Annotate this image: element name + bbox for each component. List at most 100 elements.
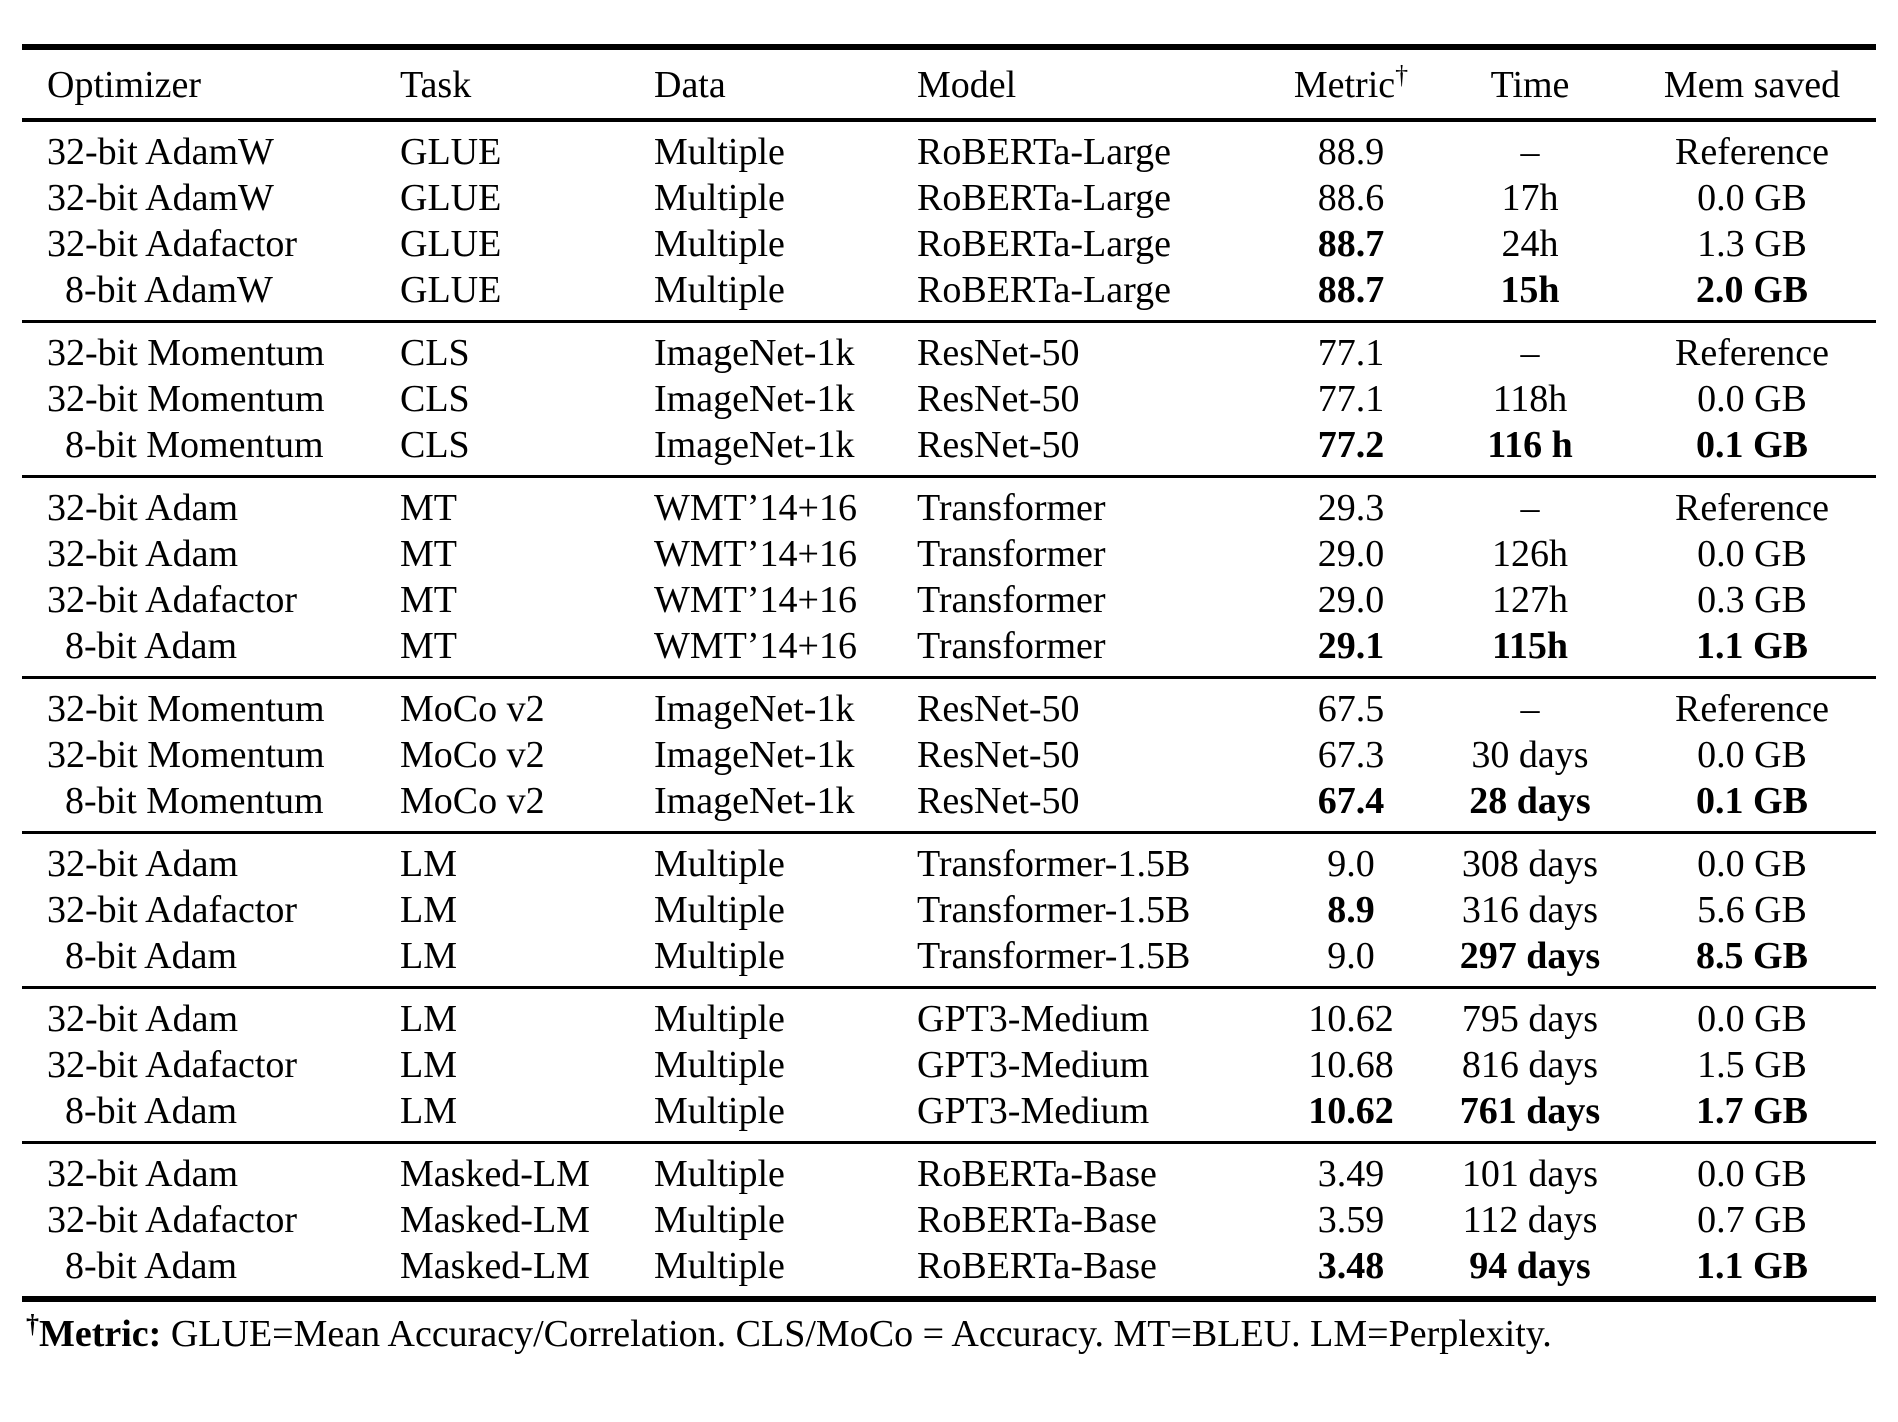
cell-time: 126h <box>1492 533 1568 575</box>
cell-model: ResNet-50 <box>917 332 1080 374</box>
col-header-time: Time <box>1432 47 1628 122</box>
col-header-metric-label: Metric <box>1293 64 1396 106</box>
cell-task: MoCo v2 <box>400 688 545 730</box>
table-row: 8-bit Adam LM Multiple Transformer-1.5B 9.0 2… <box>22 933 1876 988</box>
cell-time: 761 days <box>1459 1090 1601 1132</box>
table-row: 32-bit Momentum MoCo v2 ImageNet-1k ResNet-… <box>22 732 1876 778</box>
col-header-model: Model <box>917 47 1270 122</box>
cell-task: MoCo v2 <box>400 734 545 776</box>
cell-data: WMT’14+16 <box>654 625 857 667</box>
cell-optimizer: 8-bit Adam <box>65 1090 238 1132</box>
table-row: 8-bit Momentum MoCo v2 ImageNet-1k ResNet-5… <box>22 778 1876 833</box>
cell-model: GPT3-Medium <box>917 1044 1150 1086</box>
cell-time: 15h <box>1500 269 1560 311</box>
cell-task: MT <box>400 487 457 529</box>
cell-time: – <box>1520 131 1540 173</box>
cell-mem-saved: 0.0 GB <box>1697 378 1807 420</box>
cell-metric: 3.48 <box>1317 1245 1385 1287</box>
cell-time: 17h <box>1501 177 1559 219</box>
cell-metric: 67.4 <box>1317 780 1385 822</box>
cell-model: RoBERTa-Large <box>917 223 1171 265</box>
cell-data: Multiple <box>654 1044 785 1086</box>
cell-time: 101 days <box>1461 1153 1599 1195</box>
cell-model: GPT3-Medium <box>917 998 1150 1040</box>
cell-time: – <box>1520 688 1540 730</box>
cell-time: 115h <box>1491 625 1569 667</box>
cell-time: 297 days <box>1459 935 1601 977</box>
cell-data: ImageNet-1k <box>654 424 855 466</box>
cell-task: Masked-LM <box>400 1153 590 1195</box>
cell-metric: 3.59 <box>1317 1199 1385 1241</box>
table-row: 32-bit Adam Masked-LM Multiple RoBERTa-Base… <box>22 1143 1876 1198</box>
cell-mem-saved: 0.7 GB <box>1697 1199 1807 1241</box>
cell-model: ResNet-50 <box>917 780 1080 822</box>
cell-data: ImageNet-1k <box>654 332 855 374</box>
cell-mem-saved: 0.0 GB <box>1697 533 1807 575</box>
cell-metric: 77.1 <box>1317 378 1385 420</box>
cell-optimizer: 32-bit Momentum <box>47 734 325 776</box>
table-row: 32-bit Adafactor GLUE Multiple RoBERTa-Larg… <box>22 221 1876 267</box>
cell-mem-saved: 0.0 GB <box>1697 998 1807 1040</box>
cell-mem-saved: Reference <box>1675 131 1829 173</box>
cell-data: ImageNet-1k <box>654 688 855 730</box>
table-group-moco: 32-bit Momentum MoCo v2 ImageNet-1k ResNet-… <box>22 677 1876 833</box>
cell-data: WMT’14+16 <box>654 487 857 529</box>
cell-model: Transformer <box>917 487 1106 529</box>
table-row: 8-bit Adam Masked-LM Multiple RoBERTa-Base 3… <box>22 1243 1876 1299</box>
cell-task: Masked-LM <box>400 1245 590 1287</box>
cell-data: Multiple <box>654 1245 785 1287</box>
cell-data: WMT’14+16 <box>654 533 857 575</box>
cell-model: ResNet-50 <box>917 734 1080 776</box>
cell-optimizer: 8-bit Adam <box>65 625 238 667</box>
cell-optimizer: 32-bit Adafactor <box>47 889 298 931</box>
cell-data: WMT’14+16 <box>654 579 857 621</box>
cell-task: GLUE <box>400 223 502 265</box>
table-group-lm-transformer-1-5b: 32-bit Adam LM Multiple Transformer-1.5B 9.0… <box>22 832 1876 988</box>
cell-time: – <box>1520 332 1540 374</box>
cell-model: Transformer-1.5B <box>917 935 1191 977</box>
cell-mem-saved: 0.1 GB <box>1696 780 1808 822</box>
cell-mem-saved: Reference <box>1675 688 1829 730</box>
cell-model: Transformer <box>917 625 1106 667</box>
cell-model: RoBERTa-Large <box>917 131 1171 173</box>
cell-mem-saved: 5.6 GB <box>1697 889 1807 931</box>
cell-mem-saved: 1.3 GB <box>1697 223 1807 265</box>
cell-data: Multiple <box>654 1153 785 1195</box>
cell-model: Transformer-1.5B <box>917 889 1191 931</box>
cell-task: CLS <box>400 424 470 466</box>
cell-data: Multiple <box>654 1199 785 1241</box>
table-header: Optimizer Task Data Model Metric† Time M… <box>22 47 1876 122</box>
cell-data: Multiple <box>654 269 785 311</box>
cell-data: Multiple <box>654 1090 785 1132</box>
cell-mem-saved: 8.5 GB <box>1696 935 1808 977</box>
col-header-task: Task <box>400 47 654 122</box>
table-row: 8-bit Adam MT WMT’14+16 Transformer 29.1 115h… <box>22 623 1876 678</box>
cell-metric: 9.0 <box>1327 843 1375 885</box>
cell-time: 795 days <box>1461 998 1599 1040</box>
table-row: 32-bit Adafactor MT WMT’14+16 Transformer 29… <box>22 577 1876 623</box>
col-header-optimizer: Optimizer <box>22 47 400 122</box>
cell-time: 94 days <box>1469 1245 1591 1287</box>
dagger-superscript-icon: † <box>1395 60 1409 90</box>
cell-mem-saved: 0.3 GB <box>1697 579 1807 621</box>
cell-time: 112 days <box>1462 1199 1598 1241</box>
paper-page: Optimizer Task Data Model Metric† Time M… <box>0 44 1898 1356</box>
cell-metric: 29.3 <box>1317 487 1385 529</box>
table-row: 32-bit Momentum CLS ImageNet-1k ResNet-50 77… <box>22 322 1876 377</box>
cell-time: – <box>1520 487 1540 529</box>
cell-task: GLUE <box>400 269 502 311</box>
footnote-dagger-icon: † <box>26 1309 39 1339</box>
cell-model: RoBERTa-Base <box>917 1153 1157 1195</box>
cell-task: LM <box>400 998 457 1040</box>
cell-model: ResNet-50 <box>917 688 1080 730</box>
cell-model: GPT3-Medium <box>917 1090 1150 1132</box>
cell-optimizer: 32-bit Adafactor <box>47 579 298 621</box>
cell-time: 24h <box>1501 223 1559 265</box>
cell-mem-saved: 0.0 GB <box>1697 1153 1807 1195</box>
cell-task: GLUE <box>400 131 502 173</box>
cell-data: Multiple <box>654 889 785 931</box>
cell-model: Transformer <box>917 533 1106 575</box>
cell-data: Multiple <box>654 843 785 885</box>
table-row: 32-bit Adam MT WMT’14+16 Transformer 29.3 – Re… <box>22 477 1876 532</box>
cell-time: 816 days <box>1461 1044 1599 1086</box>
